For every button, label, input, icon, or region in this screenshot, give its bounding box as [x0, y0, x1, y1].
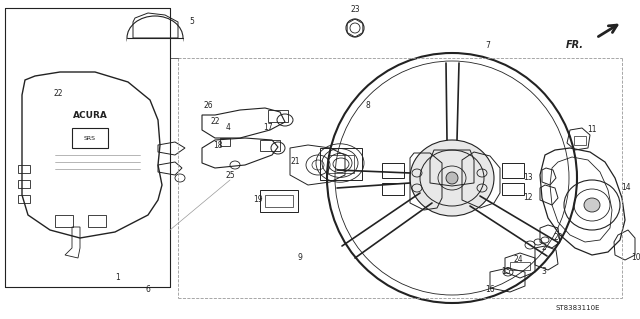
Text: 24: 24	[513, 256, 523, 264]
Bar	[18, 195, 30, 203]
Bar	[382, 163, 404, 178]
Ellipse shape	[584, 198, 600, 212]
Bar	[18, 165, 30, 173]
Text: 8: 8	[365, 100, 371, 109]
Text: 17: 17	[263, 123, 273, 132]
Text: 2: 2	[541, 243, 547, 253]
Text: 5: 5	[189, 18, 195, 26]
Bar	[260, 190, 298, 212]
Bar	[127, 38, 183, 63]
Text: 19: 19	[253, 196, 263, 204]
Text: 4: 4	[225, 123, 230, 132]
Bar	[88, 215, 106, 227]
Text: FR.: FR.	[566, 40, 584, 50]
Text: 12: 12	[524, 194, 532, 203]
Text: 26: 26	[203, 100, 213, 109]
Bar	[382, 183, 404, 195]
Bar	[265, 195, 293, 207]
Bar	[55, 215, 73, 227]
Bar	[502, 183, 524, 195]
Bar	[320, 148, 362, 180]
Text: 23: 23	[350, 5, 360, 14]
Text: 7: 7	[486, 41, 490, 50]
Bar	[260, 140, 280, 151]
Text: 16: 16	[485, 286, 495, 294]
Text: 21: 21	[291, 158, 300, 167]
Ellipse shape	[410, 140, 494, 216]
Bar	[574, 136, 586, 145]
Bar	[510, 262, 530, 270]
Text: 3: 3	[541, 268, 547, 277]
Bar	[502, 163, 524, 178]
Text: 22: 22	[211, 117, 220, 127]
Text: 22: 22	[53, 90, 63, 99]
Bar	[220, 138, 230, 146]
Text: 13: 13	[523, 174, 533, 182]
Bar	[328, 155, 354, 173]
Text: SRS: SRS	[84, 136, 96, 140]
Bar	[268, 110, 288, 122]
Text: 14: 14	[621, 183, 631, 192]
Text: 25: 25	[225, 170, 235, 180]
Bar	[18, 180, 30, 188]
Text: 11: 11	[588, 125, 596, 135]
Text: 18: 18	[213, 140, 223, 150]
Text: ACURA: ACURA	[72, 110, 108, 120]
Text: 9: 9	[298, 254, 303, 263]
Text: 15: 15	[501, 268, 511, 277]
Text: 20: 20	[553, 234, 563, 242]
Text: 10: 10	[631, 254, 640, 263]
Bar	[72, 128, 108, 148]
Text: 6: 6	[145, 286, 150, 294]
Ellipse shape	[446, 172, 458, 184]
Text: 1: 1	[116, 273, 120, 283]
Text: ST8383110E: ST8383110E	[555, 305, 600, 311]
